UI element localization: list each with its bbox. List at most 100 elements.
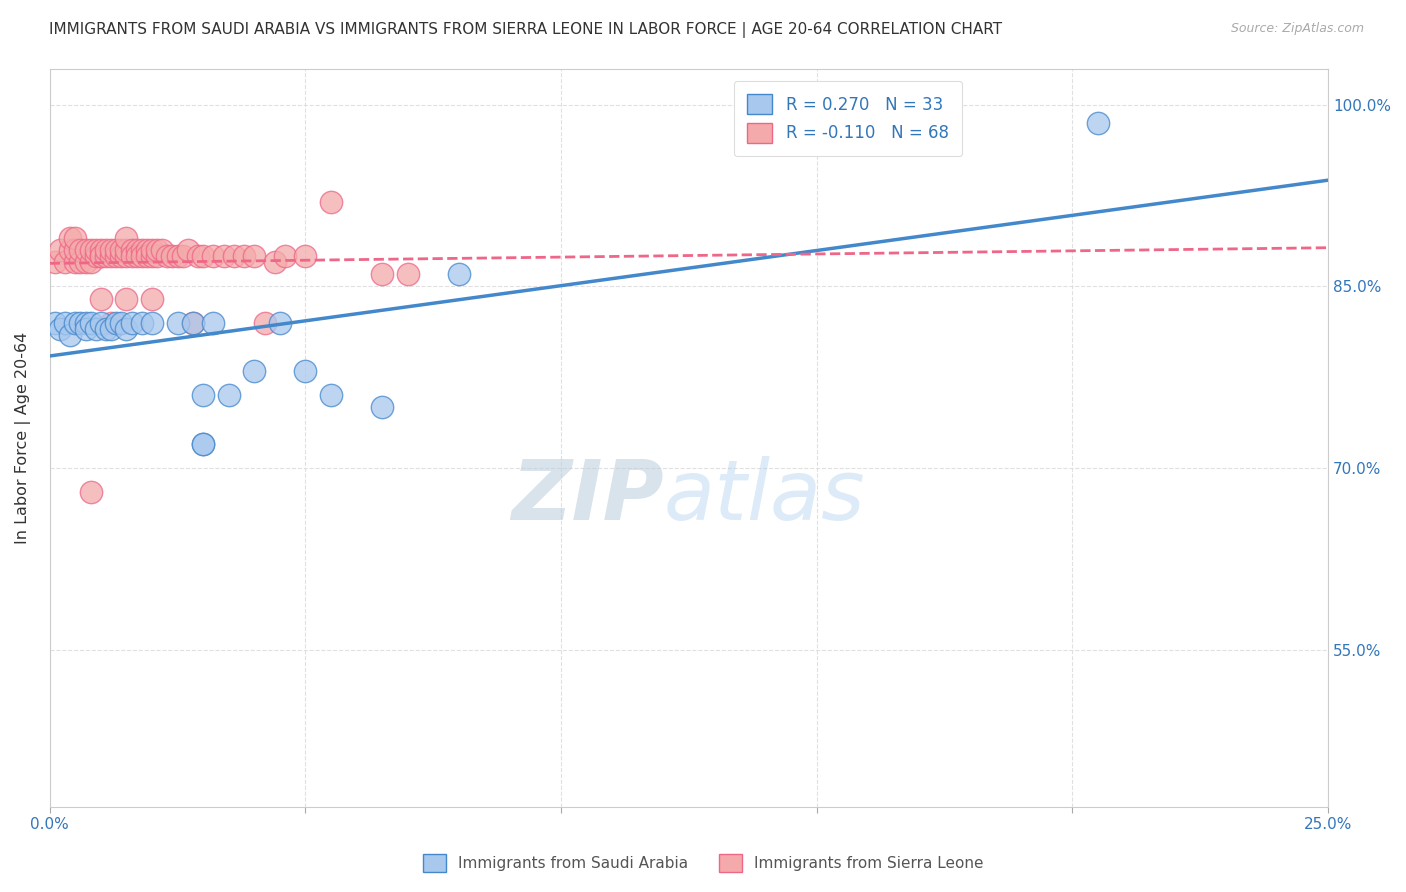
Legend: R = 0.270   N = 33, R = -0.110   N = 68: R = 0.270 N = 33, R = -0.110 N = 68	[734, 80, 962, 156]
Point	[131, 316, 153, 330]
Point	[90, 292, 112, 306]
Point	[121, 316, 143, 330]
Point	[294, 364, 316, 378]
Point	[135, 249, 157, 263]
Point	[79, 243, 101, 257]
Point	[166, 316, 188, 330]
Point	[177, 243, 200, 257]
Point	[53, 316, 76, 330]
Point	[59, 327, 82, 342]
Point	[253, 316, 276, 330]
Text: Source: ZipAtlas.com: Source: ZipAtlas.com	[1230, 22, 1364, 36]
Point	[371, 268, 394, 282]
Point	[202, 249, 225, 263]
Point	[146, 249, 169, 263]
Point	[69, 255, 91, 269]
Point	[65, 231, 87, 245]
Legend: Immigrants from Saudi Arabia, Immigrants from Sierra Leone: Immigrants from Saudi Arabia, Immigrants…	[415, 846, 991, 880]
Point	[187, 249, 209, 263]
Point	[181, 316, 204, 330]
Point	[131, 249, 153, 263]
Point	[79, 485, 101, 500]
Point	[269, 316, 291, 330]
Point	[100, 316, 122, 330]
Point	[1087, 116, 1109, 130]
Point	[105, 316, 128, 330]
Point	[150, 243, 173, 257]
Point	[162, 249, 184, 263]
Point	[53, 255, 76, 269]
Point	[146, 243, 169, 257]
Point	[90, 249, 112, 263]
Point	[44, 316, 66, 330]
Point	[243, 249, 266, 263]
Point	[371, 401, 394, 415]
Point	[65, 255, 87, 269]
Point	[202, 316, 225, 330]
Point	[115, 243, 138, 257]
Point	[65, 243, 87, 257]
Point	[172, 249, 194, 263]
Point	[90, 249, 112, 263]
Point	[218, 388, 240, 402]
Point	[141, 249, 163, 263]
Point	[59, 243, 82, 257]
Point	[121, 249, 143, 263]
Point	[49, 243, 72, 257]
Point	[131, 243, 153, 257]
Point	[90, 316, 112, 330]
Point	[233, 249, 256, 263]
Point	[319, 194, 342, 209]
Point	[243, 364, 266, 378]
Point	[115, 322, 138, 336]
Point	[396, 268, 419, 282]
Point	[49, 322, 72, 336]
Point	[100, 249, 122, 263]
Point	[110, 243, 132, 257]
Point	[75, 322, 97, 336]
Point	[191, 388, 214, 402]
Point	[156, 249, 179, 263]
Point	[141, 316, 163, 330]
Point	[79, 255, 101, 269]
Point	[115, 292, 138, 306]
Point	[181, 316, 204, 330]
Point	[115, 231, 138, 245]
Point	[59, 231, 82, 245]
Point	[141, 292, 163, 306]
Point	[100, 243, 122, 257]
Point	[110, 249, 132, 263]
Point	[191, 437, 214, 451]
Point	[100, 322, 122, 336]
Point	[212, 249, 235, 263]
Point	[94, 249, 117, 263]
Point	[110, 316, 132, 330]
Point	[84, 249, 107, 263]
Text: ZIP: ZIP	[510, 457, 664, 537]
Y-axis label: In Labor Force | Age 20-64: In Labor Force | Age 20-64	[15, 332, 31, 544]
Point	[94, 243, 117, 257]
Text: IMMIGRANTS FROM SAUDI ARABIA VS IMMIGRANTS FROM SIERRA LEONE IN LABOR FORCE | AG: IMMIGRANTS FROM SAUDI ARABIA VS IMMIGRAN…	[49, 22, 1002, 38]
Point	[44, 255, 66, 269]
Point	[94, 322, 117, 336]
Point	[319, 388, 342, 402]
Point	[191, 249, 214, 263]
Text: atlas: atlas	[664, 457, 865, 537]
Point	[222, 249, 245, 263]
Point	[191, 437, 214, 451]
Point	[65, 316, 87, 330]
Point	[84, 243, 107, 257]
Point	[69, 243, 91, 257]
Point	[84, 322, 107, 336]
Point	[135, 243, 157, 257]
Point	[79, 316, 101, 330]
Point	[75, 316, 97, 330]
Point	[447, 268, 470, 282]
Point	[69, 316, 91, 330]
Point	[75, 255, 97, 269]
Point	[125, 249, 148, 263]
Point	[75, 243, 97, 257]
Point	[115, 249, 138, 263]
Point	[166, 249, 188, 263]
Point	[121, 243, 143, 257]
